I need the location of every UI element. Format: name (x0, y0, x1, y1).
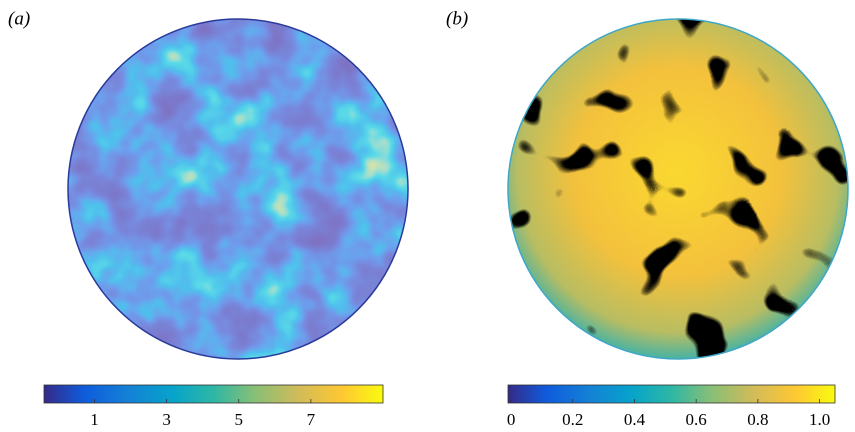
colorbar-tick-label: 7 (307, 410, 316, 429)
field-image (68, 19, 408, 359)
colorbar-tick-label: 1 (90, 410, 99, 429)
colorbar-tick-label: 3 (162, 410, 171, 429)
colorbar-tick-label: 0.6 (686, 410, 707, 429)
colorbar-tick-label: 0 (507, 410, 516, 429)
colorbar (43, 384, 384, 404)
colorbar-tick-label: 0.2 (562, 410, 583, 429)
field (68, 19, 408, 359)
colorbar-tick-label: 1.0 (809, 410, 830, 429)
field (508, 19, 848, 359)
masked-region (508, 19, 848, 359)
panel-label: (b) (446, 8, 468, 29)
field-edge (507, 18, 849, 360)
colorbar-tick-label: 0.4 (624, 410, 646, 429)
colorbar (507, 384, 836, 404)
field-edge (67, 18, 409, 360)
panel-label: (a) (8, 8, 30, 29)
colorbar-tick-label: 5 (234, 410, 243, 429)
colorbar-tick-label: 0.8 (747, 410, 768, 429)
